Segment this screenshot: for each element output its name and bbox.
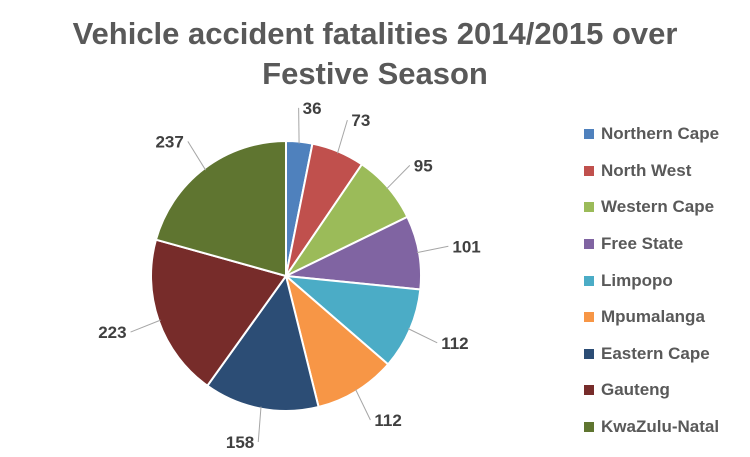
leader-line: [416, 245, 449, 254]
legend-item: KwaZulu-Natal: [584, 409, 719, 446]
data-label: 223: [98, 323, 126, 342]
legend-swatch: [584, 129, 594, 140]
legend-label: KwaZulu-Natal: [601, 417, 720, 437]
legend-item: Free State: [584, 226, 719, 263]
data-label: 101: [452, 237, 480, 256]
legend-item: Western Cape: [584, 189, 719, 226]
legend-swatch: [584, 202, 594, 213]
chart-title: Vehicle accident fatalities 2014/2015 ov…: [0, 14, 750, 94]
chart-title-line-2: Festive Season: [262, 56, 488, 91]
data-label: 158: [226, 433, 254, 452]
legend-swatch: [584, 312, 594, 323]
data-label: 73: [351, 111, 370, 130]
legend-item: Limpopo: [584, 262, 719, 299]
legend-item: Mpumalanga: [584, 299, 719, 336]
legend-swatch: [584, 422, 594, 433]
legend-swatch: [584, 239, 594, 250]
leader-line: [257, 406, 262, 443]
data-label: 36: [303, 99, 322, 118]
leader-lines: [130, 107, 449, 443]
leader-line: [336, 120, 348, 154]
legend-label: North West: [601, 160, 692, 180]
legend-swatch: [584, 165, 594, 176]
legend-label: Limpopo: [601, 270, 673, 290]
legend-item: North West: [584, 153, 719, 190]
legend-label: Free State: [601, 234, 684, 254]
legend-swatch: [584, 275, 594, 286]
chart-title-line-1: Vehicle accident fatalities 2014/2015 ov…: [72, 16, 678, 51]
data-label: 237: [155, 132, 183, 151]
leader-line: [407, 328, 438, 344]
legend-label: Gauteng: [601, 380, 670, 400]
legend-label: Eastern Cape: [601, 343, 710, 363]
leader-line: [355, 389, 371, 421]
legend-swatch: [584, 385, 594, 396]
legend-swatch: [584, 348, 594, 359]
leader-line: [130, 319, 161, 333]
legend-label: Western Cape: [601, 197, 715, 217]
data-labels: 36 73 95 101 112 112 158 223 237: [98, 99, 481, 452]
leader-line: [386, 165, 411, 190]
data-label: 95: [414, 156, 433, 175]
legend-label: Northern Cape: [601, 124, 720, 144]
pie-slices: [150, 139, 422, 412]
data-label: 112: [441, 334, 468, 353]
data-label: 112: [374, 411, 401, 430]
legend-label: Mpumalanga: [601, 307, 705, 327]
leader-line: [187, 141, 207, 171]
legend-item: Eastern Cape: [584, 336, 719, 373]
legend-item: Northern Cape: [584, 116, 719, 153]
legend: Northern Cape North West Western Cape Free …: [584, 116, 719, 445]
legend-item: Gauteng: [584, 372, 719, 409]
